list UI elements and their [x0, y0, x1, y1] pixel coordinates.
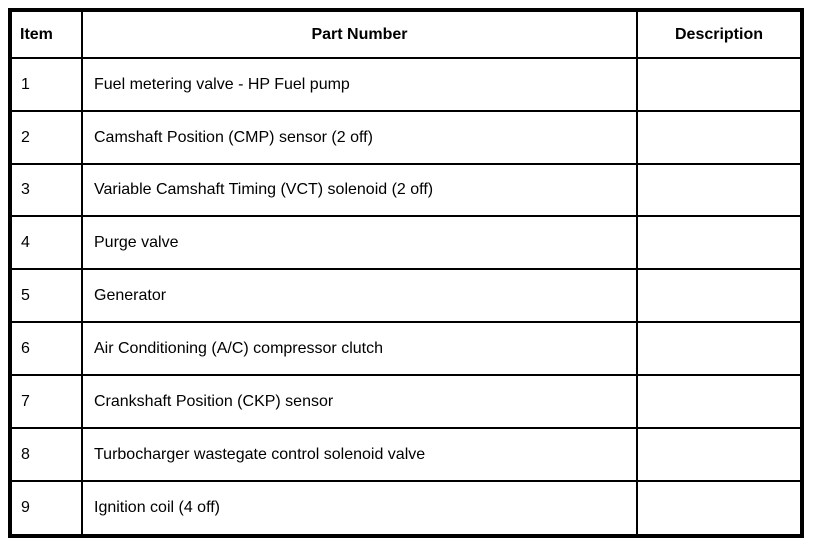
item-number: 3 — [9, 162, 83, 218]
item-number: 8 — [9, 426, 83, 482]
table-row: 8 Turbocharger wastegate control solenoi… — [9, 426, 803, 482]
table-row: 4 Purge valve — [9, 215, 803, 271]
description-cell — [636, 479, 803, 538]
part-number: Crankshaft Position (CKP) sensor — [81, 373, 638, 429]
item-number: 6 — [9, 321, 83, 376]
description-cell — [636, 215, 803, 271]
part-number: Purge valve — [81, 215, 638, 271]
table-row: 7 Crankshaft Position (CKP) sensor — [9, 373, 803, 429]
table-row: 5 Generator — [9, 268, 803, 324]
description-cell — [636, 426, 803, 482]
description-cell — [636, 268, 803, 324]
table-row: 2 Camshaft Position (CMP) sensor (2 off) — [9, 109, 803, 165]
header-row: Item Part Number Description — [9, 9, 803, 59]
item-number: 9 — [9, 479, 83, 538]
item-number: 2 — [9, 109, 83, 165]
part-number: Fuel metering valve - HP Fuel pump — [81, 57, 638, 112]
part-number: Variable Camshaft Timing (VCT) solenoid … — [81, 162, 638, 218]
table-row: 1 Fuel metering valve - HP Fuel pump — [9, 57, 803, 112]
table-row: 9 Ignition coil (4 off) — [9, 479, 803, 538]
table-row: 3 Variable Camshaft Timing (VCT) solenoi… — [9, 162, 803, 218]
part-number: Air Conditioning (A/C) compressor clutch — [81, 321, 638, 376]
item-number: 4 — [9, 215, 83, 271]
description-cell — [636, 162, 803, 218]
description-cell — [636, 321, 803, 376]
column-header-part-number: Part Number — [81, 9, 638, 59]
part-number: Turbocharger wastegate control solenoid … — [81, 426, 638, 482]
description-cell — [636, 109, 803, 165]
part-number: Generator — [81, 268, 638, 324]
table-row: 6 Air Conditioning (A/C) compressor clut… — [9, 321, 803, 376]
item-number: 1 — [9, 57, 83, 112]
description-cell — [636, 373, 803, 429]
part-number: Camshaft Position (CMP) sensor (2 off) — [81, 109, 638, 165]
part-number: Ignition coil (4 off) — [81, 479, 638, 538]
item-number: 5 — [9, 268, 83, 324]
description-cell — [636, 57, 803, 112]
column-header-item: Item — [9, 9, 83, 59]
parts-table: Item Part Number Description 1 Fuel mete… — [8, 8, 804, 538]
column-header-description: Description — [636, 9, 803, 59]
item-number: 7 — [9, 373, 83, 429]
